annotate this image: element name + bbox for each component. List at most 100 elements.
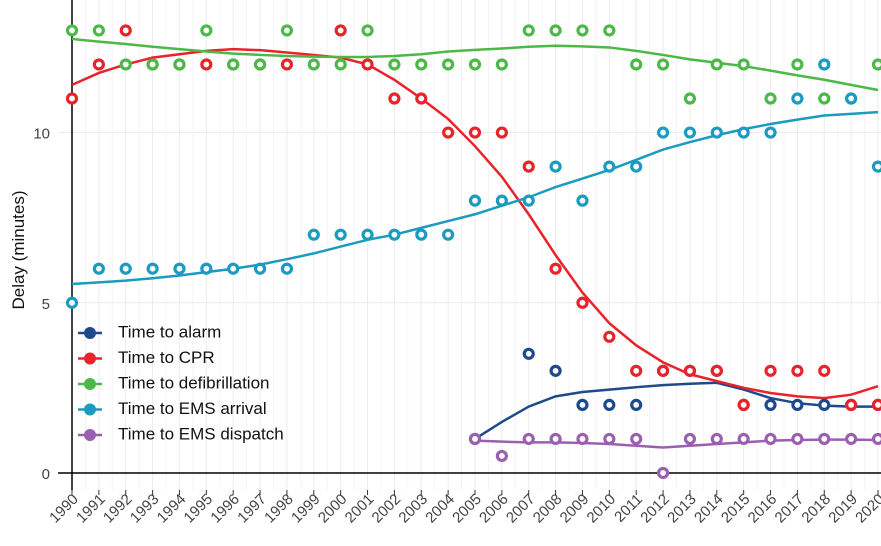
point <box>710 364 723 377</box>
legend-label: Time to defibrillation <box>118 373 270 392</box>
legend-label: Time to EMS arrival <box>118 399 267 418</box>
x-tick-label: 1998 <box>261 491 297 527</box>
point <box>656 364 670 377</box>
x-tick-label: 1991 <box>73 491 109 527</box>
legend-marker <box>84 378 96 390</box>
point <box>495 126 508 139</box>
point <box>603 432 616 446</box>
point <box>764 126 777 139</box>
point <box>388 58 401 71</box>
x-tick-label: 2002 <box>369 491 405 527</box>
point <box>307 228 320 241</box>
point <box>737 398 750 411</box>
point <box>146 58 159 71</box>
point <box>549 432 562 446</box>
point <box>683 92 697 105</box>
x-tick-label: 1997 <box>234 491 270 527</box>
point <box>495 194 508 207</box>
x-tick-label: 2012 <box>637 491 673 527</box>
point <box>818 92 831 105</box>
point <box>576 398 589 411</box>
point <box>764 432 777 446</box>
point <box>334 228 347 241</box>
point <box>737 58 750 71</box>
point <box>710 126 723 139</box>
point <box>388 228 401 241</box>
x-tick-label: 2000 <box>315 491 351 527</box>
x-tick-label: 2020 <box>852 491 881 527</box>
point <box>656 466 670 480</box>
x-tick-label: 1994 <box>154 491 190 527</box>
point <box>683 364 697 377</box>
point <box>173 262 186 275</box>
x-tick-label: 2013 <box>664 491 700 527</box>
point <box>791 92 804 105</box>
point <box>334 24 347 37</box>
point <box>415 58 428 71</box>
point <box>119 262 132 275</box>
point <box>630 160 643 173</box>
point <box>468 432 482 446</box>
point <box>307 58 320 71</box>
x-tick-label: 1992 <box>100 491 136 527</box>
point <box>871 432 881 446</box>
x-tick-label: 2015 <box>718 491 754 527</box>
point <box>146 262 159 275</box>
point <box>92 58 105 71</box>
point <box>200 24 213 37</box>
point <box>361 228 374 241</box>
point <box>603 398 616 411</box>
point <box>630 398 643 411</box>
point <box>92 262 105 275</box>
point <box>442 58 455 71</box>
point <box>227 58 240 71</box>
point <box>764 92 777 105</box>
point <box>603 330 616 343</box>
point <box>361 58 374 71</box>
x-tick-label: 2009 <box>557 491 593 527</box>
point <box>92 24 105 37</box>
point <box>415 228 428 241</box>
x-tick-label: 2005 <box>449 491 485 527</box>
point <box>549 262 562 275</box>
point <box>791 398 804 411</box>
y-tick-label: 10 <box>33 126 50 143</box>
point <box>764 364 777 377</box>
legend-label: Time to CPR <box>118 348 215 367</box>
point <box>818 364 831 377</box>
point <box>845 92 858 105</box>
x-tick-label: 2007 <box>503 491 539 527</box>
point <box>468 126 482 139</box>
x-tick-label: 2018 <box>798 491 834 527</box>
point <box>818 58 831 71</box>
x-tick-label: 2017 <box>772 491 808 527</box>
legend-marker <box>84 327 96 339</box>
point <box>656 58 670 71</box>
point <box>361 24 374 37</box>
point <box>334 58 347 71</box>
x-tick-label: 2014 <box>691 491 727 527</box>
point <box>65 296 79 309</box>
point <box>630 364 643 377</box>
trend-line <box>474 381 878 440</box>
point <box>630 432 643 446</box>
x-tick-label: 1995 <box>181 491 217 527</box>
point <box>65 92 79 105</box>
point <box>791 432 804 446</box>
point <box>468 58 482 71</box>
point <box>522 347 535 360</box>
point <box>468 194 482 207</box>
x-tick-label: 1999 <box>288 491 324 527</box>
x-tick-label: 2010 <box>584 491 620 527</box>
point <box>818 398 831 411</box>
point <box>683 432 697 446</box>
point <box>119 24 132 37</box>
point <box>871 398 881 411</box>
x-tick-label: 1996 <box>207 491 243 527</box>
y-tick-label: 5 <box>42 296 50 313</box>
point <box>791 58 804 71</box>
point <box>549 160 562 173</box>
y-tick-label: 0 <box>42 466 50 483</box>
point <box>119 58 132 71</box>
